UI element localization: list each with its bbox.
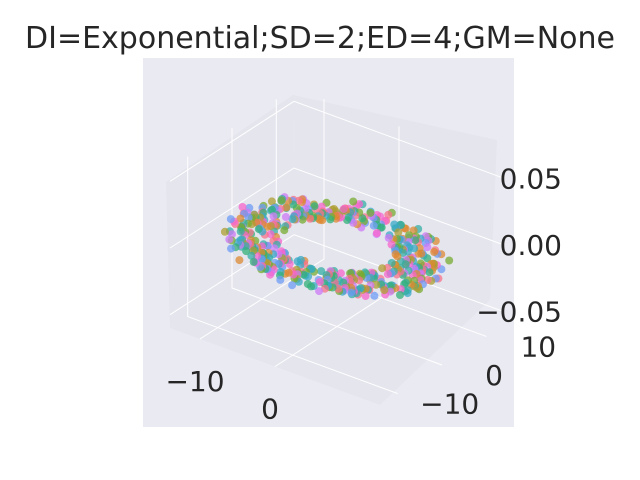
data-point — [288, 281, 297, 290]
data-point — [347, 288, 356, 297]
data-point — [280, 226, 289, 235]
grid-line-y — [231, 128, 443, 366]
data-point — [277, 196, 286, 205]
data-point — [373, 229, 381, 237]
data-point — [361, 292, 370, 300]
data-point — [383, 270, 392, 279]
data-point — [394, 228, 403, 237]
grid-line-z — [169, 234, 505, 316]
data-point — [315, 278, 324, 286]
data-point — [384, 233, 393, 242]
data-point — [317, 267, 326, 276]
y-tick-label: 10 — [520, 330, 556, 363]
data-point — [366, 208, 375, 217]
y-tick-label: 0 — [485, 359, 503, 392]
scatter-points — [220, 193, 454, 300]
x-tick-label: 0 — [261, 393, 279, 426]
data-point — [390, 220, 399, 229]
data-point — [269, 212, 278, 221]
data-point — [226, 215, 235, 224]
data-point — [225, 235, 234, 244]
data-point — [414, 249, 423, 258]
data-point — [349, 218, 358, 227]
z-tick-label: −0.05 — [476, 296, 562, 329]
data-point — [387, 240, 396, 249]
data-point — [310, 202, 319, 211]
data-point — [276, 275, 285, 284]
data-point — [369, 221, 378, 230]
data-point — [405, 231, 413, 240]
data-point — [235, 256, 244, 265]
data-point — [238, 203, 247, 211]
data-point — [249, 257, 258, 266]
z-tick-label: 0.05 — [500, 162, 562, 195]
data-point — [370, 291, 379, 300]
data-point — [281, 213, 290, 221]
data-point — [227, 244, 235, 253]
data-point — [343, 216, 352, 225]
data-point — [396, 291, 404, 299]
back-left-pane — [166, 95, 294, 328]
grid-lines — [169, 99, 505, 395]
data-point — [236, 227, 245, 236]
data-point — [423, 243, 432, 252]
data-point — [339, 205, 348, 213]
z-tick-label: 0.00 — [500, 229, 562, 262]
grid-line-x — [199, 99, 325, 340]
data-point — [391, 250, 400, 259]
grid-line-z — [169, 167, 505, 249]
data-point — [288, 215, 297, 224]
back-right-pane — [293, 95, 497, 300]
data-point — [293, 257, 302, 266]
data-point — [236, 214, 245, 223]
data-point — [247, 251, 256, 260]
data-point — [254, 225, 263, 234]
data-point — [220, 227, 229, 236]
grid-line-y — [187, 156, 398, 395]
data-point — [445, 256, 454, 265]
data-point — [349, 197, 358, 206]
x-tick-label: −10 — [165, 365, 224, 398]
data-point — [378, 264, 387, 273]
data-point — [267, 197, 276, 206]
data-point — [270, 244, 279, 253]
grid-line-z — [169, 100, 505, 182]
data-point — [303, 280, 312, 288]
data-point — [411, 236, 420, 245]
y-tick-label: −10 — [420, 388, 479, 421]
data-point — [430, 248, 439, 256]
data-point — [380, 286, 389, 295]
data-point — [268, 205, 276, 214]
data-point — [315, 287, 324, 296]
chart-title: DI=Exponential;SD=2;ED=4;GM=None — [25, 21, 615, 56]
